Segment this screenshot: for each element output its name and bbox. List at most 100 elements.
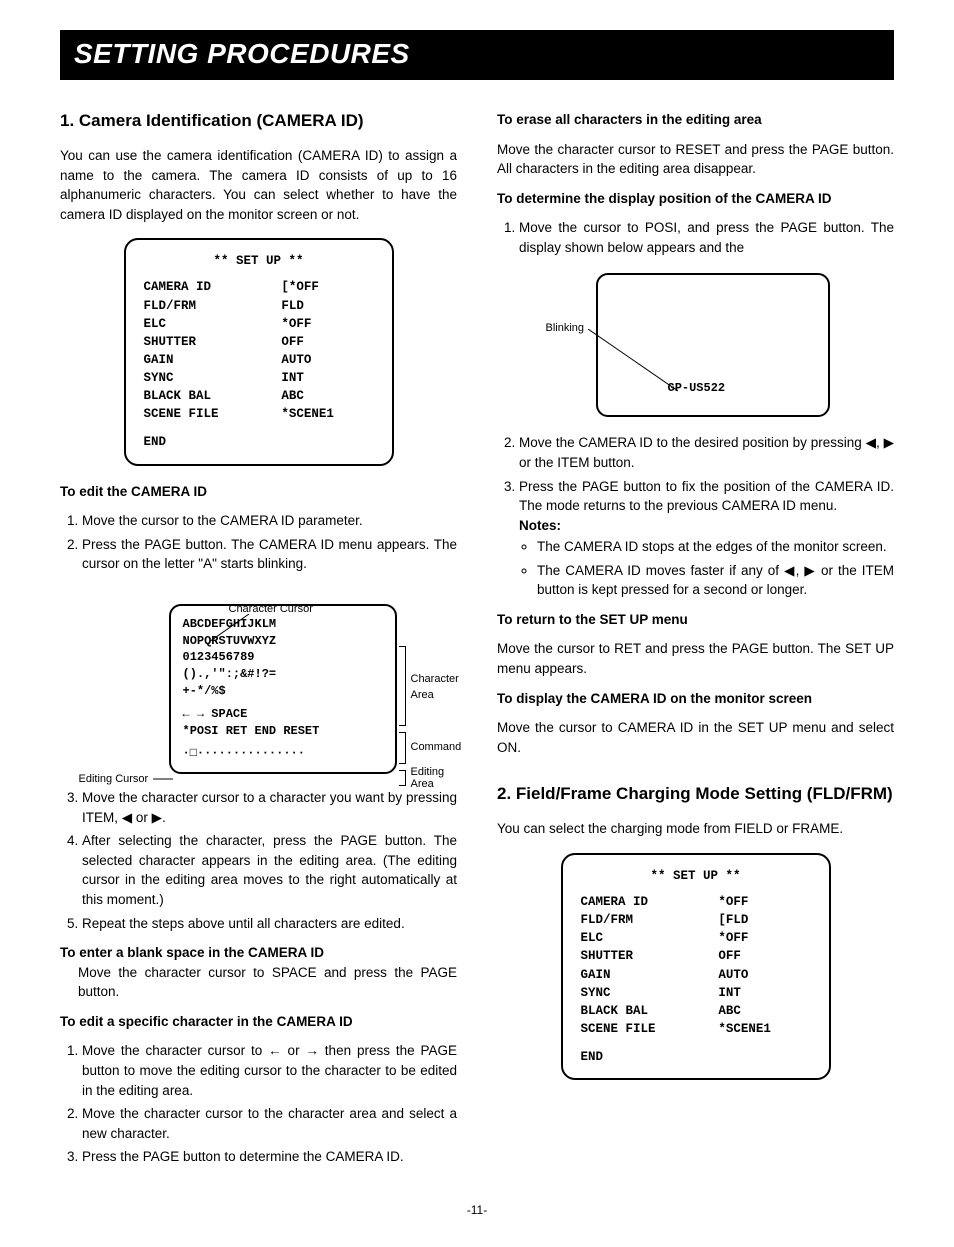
menu2-rows: CAMERA ID*OFF FLD/FRM[FLD ELC*OFF SHUTTE… (581, 893, 811, 1038)
edit-step-4: After selecting the character, press the… (82, 831, 457, 909)
notes-list: The CAMERA ID stops at the edges of the … (519, 537, 894, 600)
menu2-r4-v: AUTO (694, 966, 810, 984)
menu1-r0-v: [*OFF (257, 278, 373, 296)
menu2-r3-k: SHUTTER (581, 947, 695, 965)
menu2-r2-k: ELC (581, 929, 695, 947)
spec-step-3: Press the PAGE button to determine the C… (82, 1147, 457, 1167)
setup-menu-2: ** SET UP ** CAMERA ID*OFF FLD/FRM[FLD E… (561, 853, 831, 1080)
menu2-r4-k: GAIN (581, 966, 695, 984)
charbox-l4: ().,'":;&#!?= (183, 666, 383, 683)
edit-step-3: Move the character cursor to a character… (82, 788, 457, 827)
editing-cursor-line-icon (153, 778, 173, 780)
menu1-r2-k: ELC (144, 315, 258, 333)
char-diagram: Character Cursor ABCDEFGHIJKLM NOPQRSTUV… (79, 604, 439, 774)
menu1-r4-v: AUTO (257, 351, 373, 369)
columns: 1. Camera Identification (CAMERA ID) You… (60, 110, 894, 1177)
pos-step-2: Move the CAMERA ID to the desired positi… (519, 433, 894, 472)
spec-steps: Move the character cursor to ← or → then… (60, 1041, 457, 1166)
pos-step-3: Press the PAGE button to fix the positio… (519, 477, 894, 600)
note-2: The CAMERA ID moves faster if any of ◀, … (537, 561, 894, 600)
spec-heading: To edit a specific character in the CAME… (60, 1012, 457, 1032)
menu1-r7-v: *SCENE1 (257, 405, 373, 423)
editing-area-label: Editing Area (411, 766, 461, 790)
menu1-r1-k: FLD/FRM (144, 297, 258, 315)
section-2-title: 2. Field/Frame Charging Mode Setting (FL… (497, 783, 894, 805)
menu1-r6-v: ABC (257, 387, 373, 405)
menu2-r7-k: SCENE FILE (581, 1020, 695, 1038)
menu1-rows: CAMERA ID[*OFF FLD/FRMFLD ELC*OFF SHUTTE… (144, 278, 374, 423)
pos-step1-list: Move the cursor to POSI, and press the P… (497, 218, 894, 257)
blinking-label: Blinking (546, 321, 585, 337)
menu1-r5-k: SYNC (144, 369, 258, 387)
pos-steps-23: Move the CAMERA ID to the desired positi… (497, 433, 894, 600)
menu1-r2-v: *OFF (257, 315, 373, 333)
posi-diagram: Blinking GP-US522 (546, 273, 846, 417)
charbox-cmd1: ← → SPACE (183, 706, 383, 723)
edit-step-1: Move the cursor to the CAMERA ID paramet… (82, 511, 457, 531)
menu1-title: ** SET UP ** (144, 252, 374, 270)
menu1-r6-k: BLACK BAL (144, 387, 258, 405)
posi-box: GP-US522 (596, 273, 830, 417)
menu1-end: END (144, 433, 374, 451)
blank-heading: To enter a blank space in the CAMERA ID (60, 943, 457, 963)
menu2-r6-k: BLACK BAL (581, 1002, 695, 1020)
menu2-r0-v: *OFF (694, 893, 810, 911)
banner-title: SETTING PROCEDURES (60, 30, 894, 80)
menu1-r1-v: FLD (257, 297, 373, 315)
charbox-cmd2: *POSI RET END RESET (183, 723, 383, 740)
page-number: -11- (60, 1203, 894, 1217)
menu1-r4-k: GAIN (144, 351, 258, 369)
menu2-title: ** SET UP ** (581, 867, 811, 885)
bracket-char-area-icon (399, 646, 406, 726)
edit-steps-345: Move the character cursor to a character… (60, 788, 457, 933)
menu2-r0-k: CAMERA ID (581, 893, 695, 911)
left-column: 1. Camera Identification (CAMERA ID) You… (60, 110, 457, 1177)
bracket-command-icon (399, 732, 406, 764)
pos-step-3-text: Press the PAGE button to fix the positio… (519, 479, 894, 514)
menu2-r1-k: FLD/FRM (581, 911, 695, 929)
gp-text: GP-US522 (668, 380, 726, 397)
section-1-title: 1. Camera Identification (CAMERA ID) (60, 110, 457, 132)
edit-heading: To edit the CAMERA ID (60, 482, 457, 502)
char-box: ABCDEFGHIJKLM NOPQRSTUVWXYZ 0123456789 (… (169, 604, 397, 774)
section-2-intro: You can select the charging mode from FI… (497, 819, 894, 839)
charbox-edit: ·□··············· (183, 745, 383, 762)
disp-heading: To display the CAMERA ID on the monitor … (497, 689, 894, 709)
spec-step-1: Move the character cursor to ← or → then… (82, 1041, 457, 1100)
menu2-end: END (581, 1048, 811, 1066)
note-1: The CAMERA ID stops at the edges of the … (537, 537, 894, 557)
right-column: To erase all characters in the editing a… (497, 110, 894, 1177)
edit-step-5: Repeat the steps above until all charact… (82, 914, 457, 934)
edit-steps-12: Move the cursor to the CAMERA ID paramet… (60, 511, 457, 574)
notes-label: Notes: (519, 518, 561, 533)
menu2-r1-v: [FLD (694, 911, 810, 929)
spec-step-2: Move the character cursor to the charact… (82, 1104, 457, 1143)
menu2-r5-v: INT (694, 984, 810, 1002)
command-label: Command (411, 740, 462, 756)
disp-text: Move the cursor to CAMERA ID in the SET … (497, 718, 894, 757)
menu1-r3-k: SHUTTER (144, 333, 258, 351)
char-cursor-line-icon (209, 614, 269, 644)
erase-heading: To erase all characters in the editing a… (497, 110, 894, 130)
charbox-l3: 0123456789 (183, 649, 383, 666)
blank-text: Move the character cursor to SPACE and p… (78, 963, 457, 1002)
char-area-label: Character Area (411, 672, 471, 704)
section-1-intro: You can use the camera identification (C… (60, 146, 457, 224)
menu2-r2-v: *OFF (694, 929, 810, 947)
menu1-r7-k: SCENE FILE (144, 405, 258, 423)
charbox-l5: +-*/%$ (183, 683, 383, 700)
edit-step-2: Press the PAGE button. The CAMERA ID men… (82, 535, 457, 574)
setup-menu-1: ** SET UP ** CAMERA ID[*OFF FLD/FRMFLD E… (124, 238, 394, 465)
pos-heading: To determine the display position of the… (497, 189, 894, 209)
pos-step-1: Move the cursor to POSI, and press the P… (519, 218, 894, 257)
menu1-r5-v: INT (257, 369, 373, 387)
menu2-r7-v: *SCENE1 (694, 1020, 810, 1038)
menu2-r3-v: OFF (694, 947, 810, 965)
ret-heading: To return to the SET UP menu (497, 610, 894, 630)
menu1-r0-k: CAMERA ID (144, 278, 258, 296)
erase-text: Move the character cursor to RESET and p… (497, 140, 894, 179)
bracket-editing-icon (399, 770, 406, 786)
menu2-r6-v: ABC (694, 1002, 810, 1020)
ret-text: Move the cursor to RET and press the PAG… (497, 639, 894, 678)
menu2-r5-k: SYNC (581, 984, 695, 1002)
